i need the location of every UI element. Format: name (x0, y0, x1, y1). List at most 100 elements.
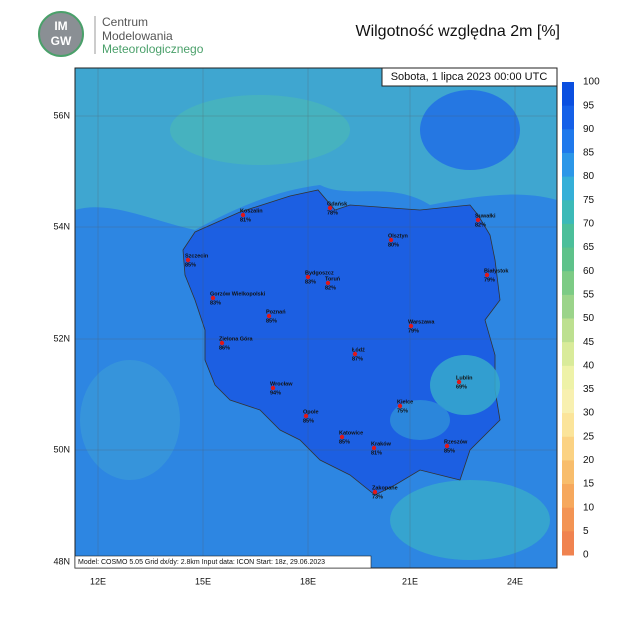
colorbar-label: 50 (583, 313, 595, 324)
colorbar-segment (562, 271, 574, 296)
logo-emblem (39, 12, 83, 56)
city-value: 83% (210, 300, 221, 306)
map (75, 68, 557, 568)
city-value: 83% (305, 279, 316, 285)
humidity-area (170, 95, 350, 165)
colorbar-segment (562, 152, 574, 178)
city-dot (210, 295, 216, 301)
humidity-area (430, 355, 500, 415)
city-value: 94% (270, 390, 281, 396)
city-value: 82% (325, 285, 336, 291)
colorbar-label: 30 (583, 408, 595, 419)
city-name: Olsztyn (388, 233, 409, 239)
city-dot (408, 323, 414, 329)
city-dot (266, 313, 272, 319)
city-value: 73% (372, 494, 383, 500)
colorbar-label: 80 (583, 171, 595, 182)
city-value: 85% (185, 262, 196, 268)
colorbar-segment (562, 436, 574, 461)
city-dot (372, 489, 378, 495)
city-name: Szczecin (185, 253, 209, 259)
city-dot (371, 445, 377, 451)
colorbar-segment (562, 507, 574, 532)
city-dot (240, 212, 246, 218)
city-dot (388, 237, 394, 243)
colorbar-segment (562, 247, 574, 272)
colorbar-label: 95 (583, 100, 595, 111)
footer-box (74, 555, 372, 569)
colorbar-label: 55 (583, 289, 595, 300)
city-name: Białystok (484, 268, 509, 274)
city-dot (484, 272, 490, 278)
lon-label: 12E (90, 576, 106, 586)
colorbar-label: 10 (583, 502, 595, 513)
colorbar-segment (562, 413, 574, 438)
city-value: 85% (266, 318, 277, 324)
city-name: Bydgoszcz (305, 270, 334, 276)
city-name: Koszalin (240, 208, 263, 214)
city-value: 78% (327, 210, 338, 216)
colorbar-label: 60 (583, 266, 595, 277)
graticule (75, 68, 557, 568)
city-dot (397, 403, 403, 409)
lat-label: 52N (53, 333, 70, 343)
city-name: Kielce (397, 399, 413, 405)
city-value: 85% (303, 418, 314, 424)
colorbar-segment (562, 200, 574, 225)
colorbar-label: 90 (583, 124, 595, 135)
lon-label: 21E (402, 576, 418, 586)
lat-label: 50N (53, 444, 70, 454)
logo-text: IM (54, 19, 67, 33)
lat-label: 56N (53, 110, 70, 120)
colorbar-label: 85 (583, 148, 595, 159)
logo-text: GW (51, 34, 72, 48)
colorbar-segment (562, 365, 574, 390)
city-name: Gdańsk (327, 201, 348, 207)
city-value: 87% (352, 356, 363, 362)
colorbar-segment (562, 342, 574, 367)
city-dot (305, 274, 311, 280)
humidity-area (390, 480, 550, 560)
lon-label: 18E (300, 576, 316, 586)
humidity-area (420, 90, 520, 170)
city-name: Lublin (456, 375, 473, 381)
lat-label: 54N (53, 221, 70, 231)
city-value: 81% (371, 450, 382, 456)
city-dot (475, 217, 481, 223)
title: Wilgotność względna 2m [%] (355, 23, 560, 40)
colorbar-segment (562, 82, 574, 107)
city-dot (352, 351, 358, 357)
colorbar-label: 25 (583, 431, 595, 442)
colorbar-label: 35 (583, 384, 595, 395)
city-name: Zakopane (372, 485, 398, 491)
city-dot (339, 434, 345, 440)
colorbar-label: 100 (583, 77, 600, 88)
city-dot (303, 413, 309, 419)
city-dot (219, 340, 225, 346)
city-name: Zielona Góra (219, 336, 254, 342)
colorbar-label: 45 (583, 337, 595, 348)
city-dot (327, 205, 333, 211)
logo-ring (38, 11, 84, 57)
city-value: 69% (456, 384, 467, 390)
city-name: Warszawa (408, 319, 435, 325)
city-name: Opole (303, 409, 319, 415)
colorbar-segment (562, 223, 574, 249)
city-name: Gorzów Wielkopolski (210, 291, 266, 297)
colorbar-label: 0 (583, 550, 589, 561)
city-name: Rzeszów (444, 439, 468, 445)
colorbar-label: 40 (583, 360, 595, 371)
colorbar-label: 65 (583, 242, 595, 253)
city-name: Suwałki (475, 213, 496, 219)
city-value: 81% (240, 217, 251, 223)
date: Sobota, 1 lipca 2023 00:00 UTC (391, 71, 548, 83)
city-value: 85% (444, 448, 455, 454)
colorbar-segment (562, 460, 574, 485)
city-value: 75% (397, 408, 408, 414)
colorbar-label: 5 (583, 526, 589, 537)
city-value: 86% (219, 345, 230, 351)
city-name: Poznań (266, 309, 286, 315)
colorbar-label: 75 (583, 195, 595, 206)
city-name: Katowice (339, 430, 363, 436)
